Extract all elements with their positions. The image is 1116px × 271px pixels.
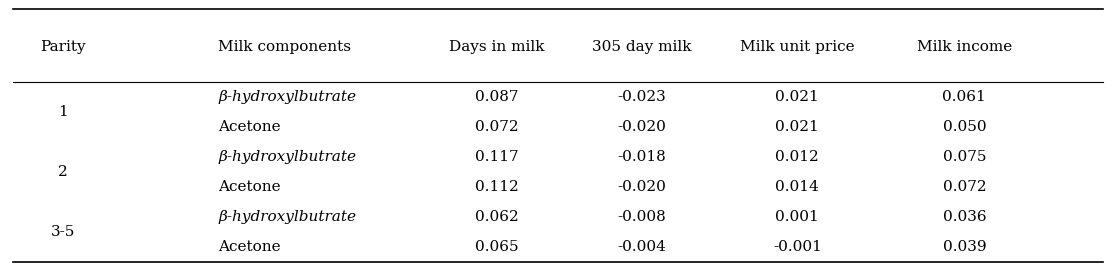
Text: -0.020: -0.020 (617, 180, 666, 194)
Text: 0.062: 0.062 (475, 210, 519, 224)
Text: -0.004: -0.004 (617, 240, 666, 254)
Text: 1: 1 (58, 105, 67, 119)
Text: -0.018: -0.018 (617, 150, 666, 164)
Text: 0.061: 0.061 (942, 90, 987, 104)
Text: 0.014: 0.014 (776, 180, 819, 194)
Text: 0.050: 0.050 (943, 120, 987, 134)
Text: Acetone: Acetone (219, 240, 281, 254)
Text: 0.087: 0.087 (475, 90, 519, 104)
Text: 0.039: 0.039 (943, 240, 987, 254)
Text: Days in milk: Days in milk (449, 40, 545, 54)
Text: Milk income: Milk income (916, 40, 1012, 54)
Text: Acetone: Acetone (219, 120, 281, 134)
Text: 0.112: 0.112 (475, 180, 519, 194)
Text: Parity: Parity (40, 40, 86, 54)
Text: 0.065: 0.065 (475, 240, 519, 254)
Text: -0.020: -0.020 (617, 120, 666, 134)
Text: 0.075: 0.075 (943, 150, 987, 164)
Text: 0.072: 0.072 (475, 120, 519, 134)
Text: 0.036: 0.036 (943, 210, 987, 224)
Text: 3-5: 3-5 (50, 225, 75, 238)
Text: 0.021: 0.021 (776, 90, 819, 104)
Text: 2: 2 (58, 165, 67, 179)
Text: 0.117: 0.117 (475, 150, 519, 164)
Text: β-hydroxylbutrate: β-hydroxylbutrate (219, 210, 356, 224)
Text: -0.023: -0.023 (617, 90, 666, 104)
Text: Acetone: Acetone (219, 180, 281, 194)
Text: 305 day milk: 305 day milk (591, 40, 691, 54)
Text: 0.012: 0.012 (776, 150, 819, 164)
Text: Milk unit price: Milk unit price (740, 40, 855, 54)
Text: Milk components: Milk components (219, 40, 352, 54)
Text: -0.001: -0.001 (773, 240, 821, 254)
Text: 0.021: 0.021 (776, 120, 819, 134)
Text: 0.001: 0.001 (776, 210, 819, 224)
Text: β-hydroxylbutrate: β-hydroxylbutrate (219, 150, 356, 164)
Text: 0.072: 0.072 (943, 180, 987, 194)
Text: -0.008: -0.008 (617, 210, 666, 224)
Text: β-hydroxylbutrate: β-hydroxylbutrate (219, 90, 356, 104)
